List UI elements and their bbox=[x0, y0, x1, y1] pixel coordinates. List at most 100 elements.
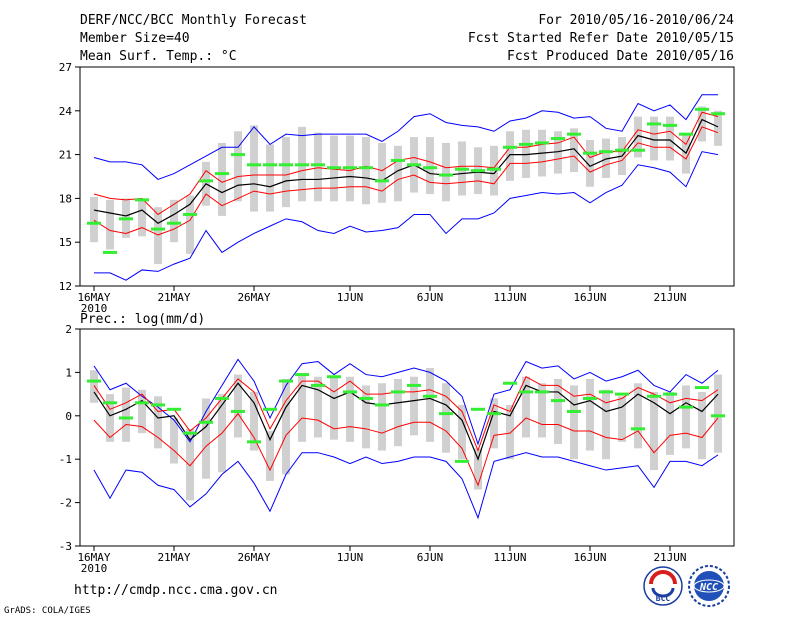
prec-spread-bar bbox=[362, 385, 370, 449]
temp-observed-mark bbox=[567, 132, 581, 136]
prec-spread-bar bbox=[266, 430, 274, 481]
temp-observed-mark bbox=[407, 163, 421, 167]
prec-observed-mark bbox=[135, 401, 149, 405]
temp-spread-bar bbox=[602, 138, 610, 178]
forecast-period: For 2010/05/16-2010/06/24 bbox=[538, 13, 734, 28]
prec-observed-mark bbox=[679, 405, 693, 409]
prec-spread-bar bbox=[714, 374, 722, 453]
temp-spread-bar bbox=[506, 131, 514, 181]
temp-spread-bar bbox=[554, 131, 562, 174]
temp-p25-line bbox=[93, 126, 719, 236]
prec-p25-line bbox=[93, 412, 719, 487]
source-url[interactable]: http://cmdp.ncc.cma.gov.cn bbox=[74, 583, 278, 598]
temp-observed-mark bbox=[471, 169, 485, 173]
temp-spread-bar bbox=[314, 132, 322, 202]
ncc-logo: NCC bbox=[688, 565, 730, 607]
prec-observed-mark bbox=[567, 409, 581, 413]
grads-credit: GrADS: COLA/IGES bbox=[4, 606, 91, 616]
temp-xtick-label: 11JUN bbox=[493, 291, 526, 304]
temp-observed-mark bbox=[503, 145, 517, 149]
temp-observed-mark bbox=[183, 212, 197, 216]
temp-spread-bar bbox=[666, 116, 674, 161]
prec-observed-mark bbox=[439, 412, 453, 416]
prec-spread-bar bbox=[234, 374, 242, 438]
temp-xtick-label: 16MAY bbox=[77, 291, 110, 304]
temp-observed-mark bbox=[375, 179, 389, 183]
prec-min-line bbox=[93, 452, 719, 520]
prec-spread-bar bbox=[666, 391, 674, 455]
temp-ytick-label: 21 bbox=[59, 149, 72, 162]
temp-spread-bar bbox=[586, 140, 594, 187]
prec-observed-mark bbox=[391, 390, 405, 394]
temp-p75-line bbox=[93, 111, 719, 216]
chart-title: DERF/NCC/BCC Monthly Forecast bbox=[80, 13, 307, 28]
prec-spread-bar bbox=[250, 391, 258, 451]
temp-spread-bar bbox=[650, 116, 658, 161]
bcc-logo: BCC bbox=[643, 566, 683, 606]
prec-observed-mark bbox=[183, 431, 197, 435]
prec-observed-mark bbox=[535, 390, 549, 394]
temp-observed-mark bbox=[135, 198, 149, 202]
svg-text:NCC: NCC bbox=[699, 582, 718, 593]
prec-spread-bar bbox=[298, 374, 306, 442]
prec-max-line bbox=[93, 358, 719, 446]
prec-frame bbox=[79, 328, 735, 547]
temp-observed-mark bbox=[343, 166, 357, 170]
produced-date: Fcst Produced Date 2010/05/16 bbox=[507, 49, 734, 64]
prec-xtick-label: 6JUN bbox=[417, 551, 444, 564]
prec-spread-bar bbox=[442, 383, 450, 453]
temp-spread-bar bbox=[138, 198, 146, 237]
prec-ytick-label: -1 bbox=[59, 453, 72, 466]
prec-observed-mark bbox=[471, 407, 485, 411]
temp-xtick-label: 21MAY bbox=[157, 291, 190, 304]
temp-spread-bar bbox=[442, 142, 450, 202]
temp-ytick-label: 15 bbox=[59, 236, 72, 249]
prec-spread-bar bbox=[458, 404, 466, 460]
temp-spread-bar bbox=[90, 196, 98, 243]
temp-spread-bar bbox=[186, 195, 194, 254]
prec-ytick-label: 0 bbox=[65, 410, 72, 423]
temp-observed-mark bbox=[167, 221, 181, 225]
temp-xtick-label: 1JUN bbox=[337, 291, 364, 304]
prec-spread-bar bbox=[682, 385, 690, 449]
temp-observed-mark bbox=[631, 148, 645, 152]
prec-spread-bar bbox=[394, 378, 402, 447]
prec-observed-mark bbox=[119, 416, 133, 420]
temp-observed-mark bbox=[519, 142, 533, 146]
temp-observed-mark bbox=[231, 153, 245, 157]
prec-observed-mark bbox=[327, 375, 341, 379]
prec-observed-mark bbox=[519, 390, 533, 394]
prec-ytick-label: -3 bbox=[59, 540, 72, 553]
temp-frame bbox=[79, 66, 735, 287]
temp-spread-bar bbox=[634, 116, 642, 158]
temp-spread-bar bbox=[170, 199, 178, 243]
prec-spread-bar bbox=[106, 394, 114, 442]
prec-observed-mark bbox=[311, 383, 325, 387]
prec-spread-bar bbox=[490, 398, 498, 449]
prec-xtick-label: 1JUN bbox=[337, 551, 364, 564]
svg-text:BCC: BCC bbox=[656, 594, 671, 603]
prec-ytick-label: 1 bbox=[65, 366, 72, 379]
prec-spread-bar bbox=[346, 376, 354, 442]
member-size-label: Member Size=40 bbox=[80, 31, 190, 46]
prec-spread-bar bbox=[634, 383, 642, 449]
temp-observed-mark bbox=[535, 141, 549, 145]
prec-observed-mark bbox=[87, 379, 101, 383]
prec-median-line bbox=[93, 382, 719, 461]
refer-date: Fcst Started Refer Date 2010/05/15 bbox=[468, 31, 734, 46]
prec-observed-mark bbox=[695, 386, 709, 390]
prec-observed-mark bbox=[455, 459, 469, 463]
temp-ytick-label: 12 bbox=[59, 280, 72, 293]
prec-observed-mark bbox=[375, 403, 389, 407]
temp-observed-mark bbox=[215, 172, 229, 176]
temp-spread-bar bbox=[266, 144, 274, 212]
prec-observed-mark bbox=[151, 403, 165, 407]
temp-spread-bar bbox=[378, 142, 386, 203]
temp-xtick-label: 6JUN bbox=[417, 291, 444, 304]
temp-xtick-label: 16JUN bbox=[573, 291, 606, 304]
prec-spread-bar bbox=[314, 376, 322, 438]
variable-label: Mean Surf. Temp.: °C bbox=[80, 49, 237, 64]
prec-observed-mark bbox=[615, 392, 629, 396]
prec-spread-bar bbox=[506, 404, 514, 460]
temp-ytick-label: 18 bbox=[59, 192, 72, 205]
